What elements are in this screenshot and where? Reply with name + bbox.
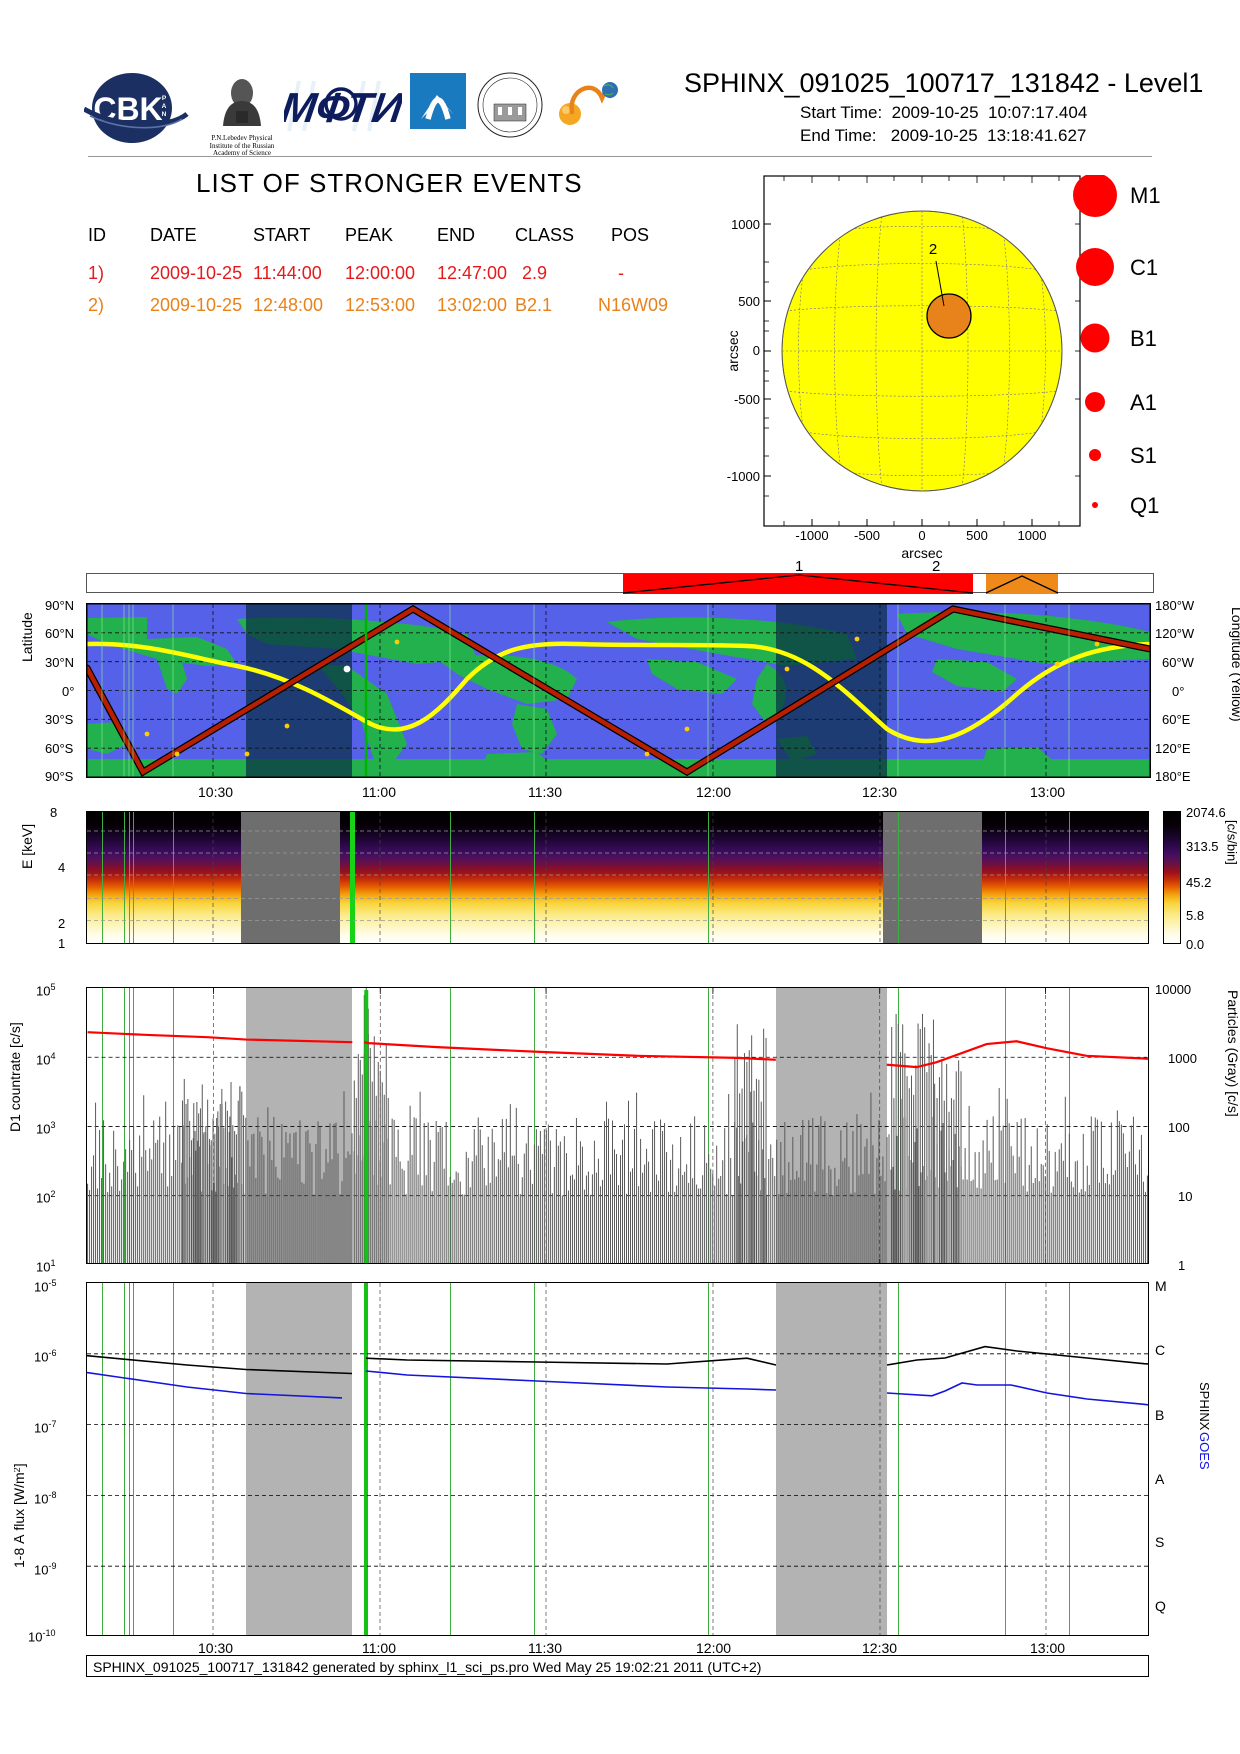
svg-text:1000: 1000	[731, 217, 760, 232]
svg-text:[c/s/bin]: [c/s/bin]	[1225, 820, 1238, 865]
svg-text:1-8 Å flux [W/m2]: 1-8 Å flux [W/m2]	[14, 1463, 27, 1568]
svg-text:C1: C1	[1130, 255, 1158, 280]
svg-text:D1 countrate [c/s]: D1 countrate [c/s]	[10, 1022, 23, 1132]
svg-text:-1000: -1000	[795, 528, 828, 543]
svg-text:500: 500	[966, 528, 988, 543]
svg-text:Particles (Gray) [c/s]: Particles (Gray) [c/s]	[1225, 990, 1238, 1117]
svg-text:Latitude: Latitude	[22, 612, 35, 662]
svg-text:S1: S1	[1130, 443, 1157, 468]
svg-text:A1: A1	[1130, 390, 1157, 415]
svg-text:B1: B1	[1130, 326, 1157, 351]
svg-text:2: 2	[929, 241, 937, 258]
svg-text:Q1: Q1	[1130, 493, 1159, 518]
svg-text:M1: M1	[1130, 183, 1161, 208]
svg-text:arcsec: arcsec	[725, 330, 741, 371]
svg-text:-500: -500	[854, 528, 880, 543]
svg-text:-1000: -1000	[727, 469, 760, 484]
svg-text:500: 500	[738, 294, 760, 309]
svg-text:P: P	[162, 95, 167, 102]
svg-text:GOES: GOES	[1197, 1432, 1212, 1470]
svg-text:SPHINX: SPHINX	[1197, 1382, 1212, 1431]
svg-text:-500: -500	[734, 392, 760, 407]
svg-text:МФТИ: МФТИ	[284, 84, 402, 131]
svg-text:1000: 1000	[1018, 528, 1047, 543]
svg-text:Longitude (Yellow): Longitude (Yellow)	[1229, 607, 1240, 722]
svg-text:0: 0	[753, 343, 760, 358]
svg-text:E [keV]: E [keV]	[22, 824, 35, 869]
svg-text:N: N	[162, 111, 167, 118]
svg-text:0: 0	[918, 528, 925, 543]
svg-text:A: A	[162, 103, 167, 110]
